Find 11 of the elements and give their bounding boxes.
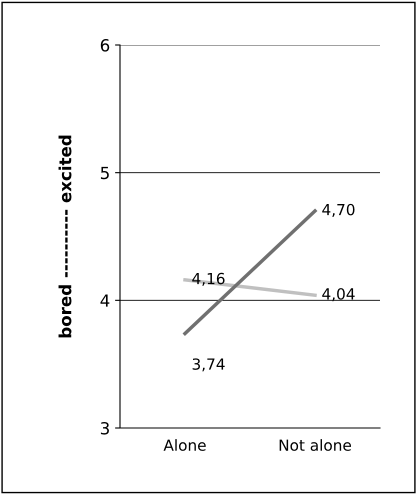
y-tick-label: 5 bbox=[100, 166, 109, 180]
data-label: 4,70 bbox=[322, 204, 355, 217]
x-tick-label: Not alone bbox=[280, 439, 352, 451]
y-tick-label: 4 bbox=[100, 294, 110, 307]
x-tick-label: Alone bbox=[164, 439, 206, 451]
y-tick-label: 6 bbox=[100, 38, 110, 52]
y-tick-label: 3 bbox=[100, 422, 109, 435]
data-label: 3,74 bbox=[192, 358, 225, 372]
data-label: 4,04 bbox=[322, 288, 355, 302]
data-label: 4,16 bbox=[192, 272, 225, 286]
y-axis-title: bored ---------- excited bbox=[58, 136, 72, 338]
